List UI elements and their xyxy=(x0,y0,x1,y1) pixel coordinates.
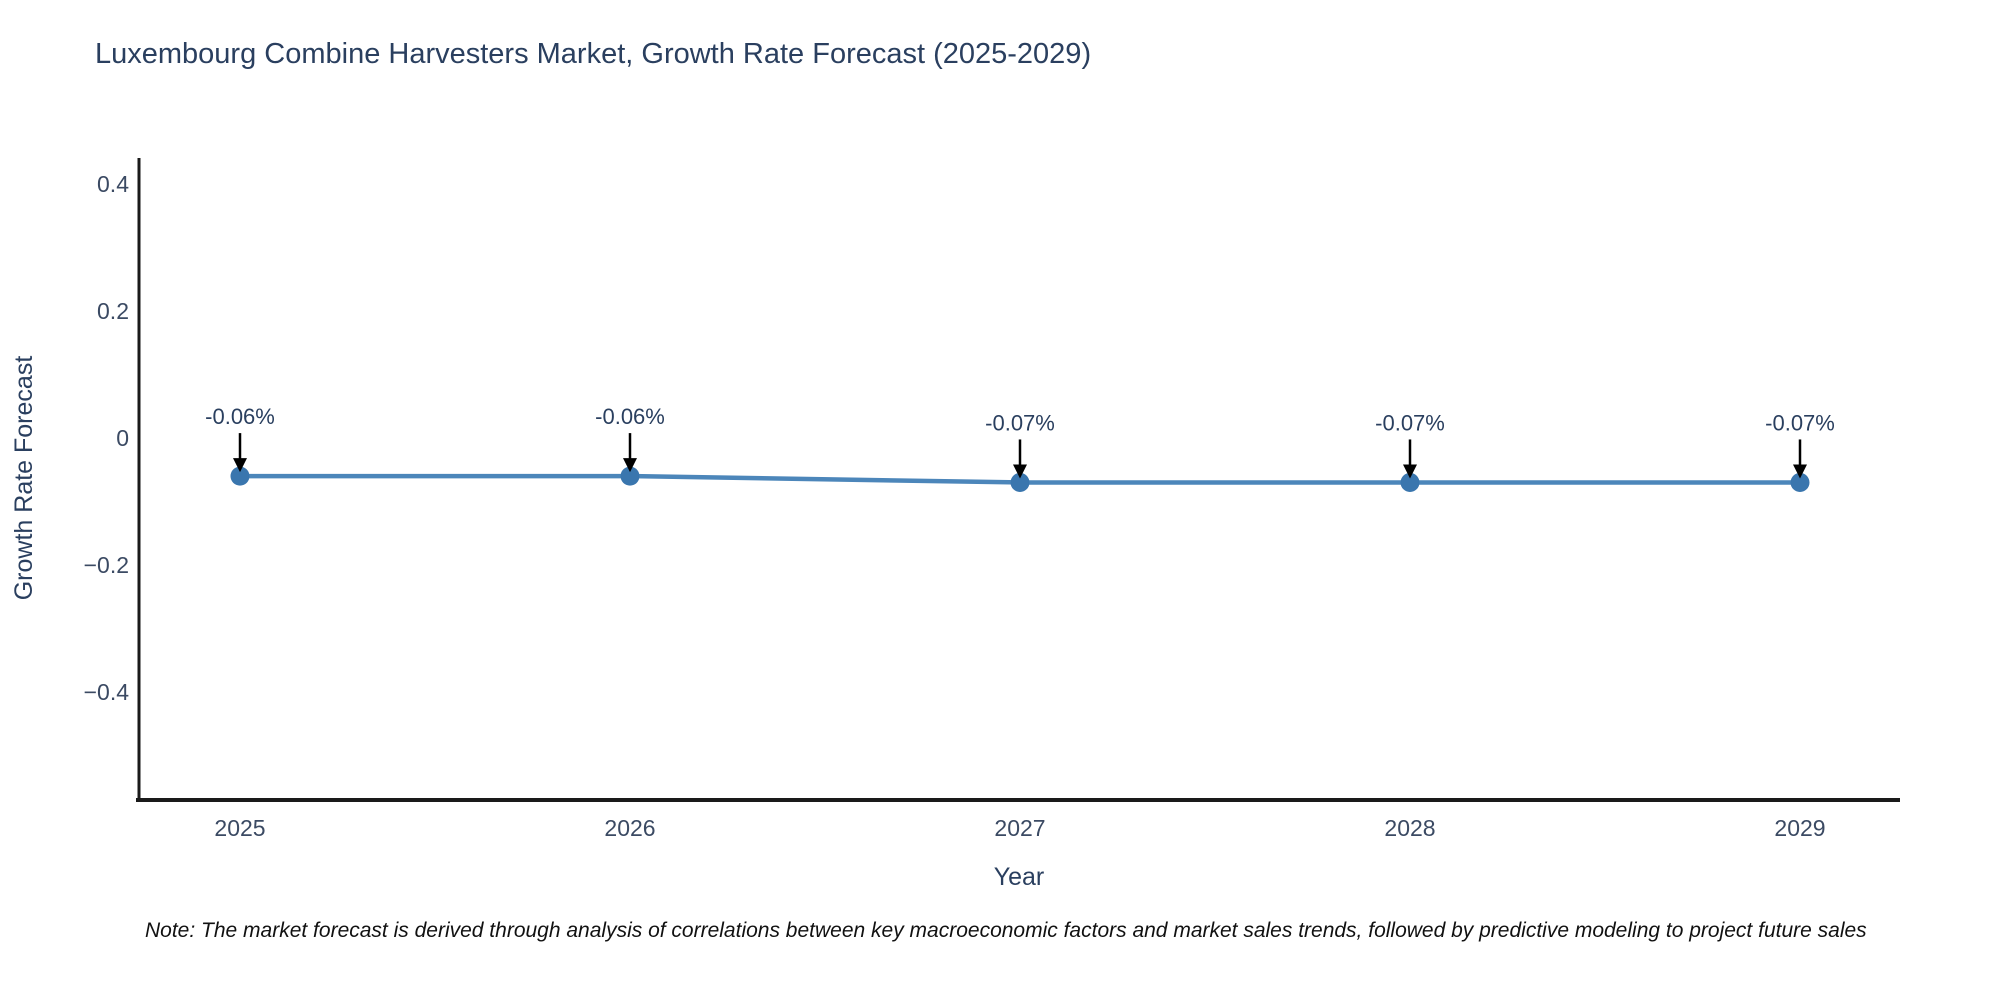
data-point-marker xyxy=(1010,472,1030,492)
x-tick-label: 2025 xyxy=(214,815,265,841)
data-point-marker xyxy=(230,466,250,486)
annotation-label: -0.07% xyxy=(1765,410,1835,435)
footnote: Note: The market forecast is derived thr… xyxy=(145,919,1867,942)
data-point-marker xyxy=(620,466,640,486)
annotation-label: -0.07% xyxy=(985,410,1055,435)
plot-area: 0.4 0.2 0 −0.2 −0.4 2025 2026 2027 2028 2029 -0.06… xyxy=(84,158,1900,841)
annotation-arrowhead xyxy=(233,458,247,473)
y-tick-label: 0 xyxy=(116,425,129,451)
x-tick-label: 2028 xyxy=(1384,815,1435,841)
data-point-marker xyxy=(1400,472,1420,492)
chart-title: Luxembourg Combine Harvesters Market, Gr… xyxy=(95,38,1092,70)
y-axis-title: Growth Rate Forecast xyxy=(10,356,38,601)
y-tick-label: −0.4 xyxy=(84,679,130,705)
annotation-arrowhead xyxy=(1403,464,1417,479)
x-tick-label: 2027 xyxy=(994,815,1045,841)
annotation-arrowhead xyxy=(1793,464,1807,479)
data-point-marker xyxy=(1790,472,1810,492)
y-tick-label: 0.2 xyxy=(97,298,129,324)
annotation-label: -0.06% xyxy=(595,404,665,429)
x-axis-title: Year xyxy=(994,863,1045,891)
x-tick-label: 2026 xyxy=(604,815,655,841)
annotation-arrowhead xyxy=(623,458,637,473)
annotation-arrowhead xyxy=(1013,464,1027,479)
annotation-label: -0.07% xyxy=(1375,410,1445,435)
annotation-label: -0.06% xyxy=(205,404,275,429)
y-tick-label: −0.2 xyxy=(84,552,129,578)
x-tick-label: 2029 xyxy=(1774,815,1825,841)
y-tick-label: 0.4 xyxy=(97,171,129,197)
